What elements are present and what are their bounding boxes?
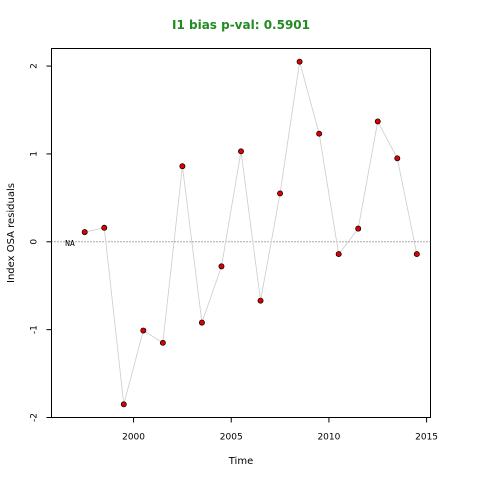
data-point — [257, 297, 264, 304]
chart-title: I1 bias p-val: 0.5901 — [172, 18, 310, 32]
series-segment — [103, 227, 125, 405]
y-tick-label: -1 — [30, 325, 40, 334]
series-segment — [396, 158, 418, 255]
series-segment — [260, 193, 281, 301]
data-point — [179, 163, 186, 170]
series-segment — [143, 330, 164, 344]
y-tick-label: -2 — [30, 413, 40, 422]
reference-line-layer: NA — [51, 239, 431, 248]
series-segment — [240, 151, 261, 301]
x-tick-label: 2010 — [317, 433, 340, 443]
data-point — [238, 148, 244, 155]
data-point — [81, 229, 88, 236]
data-point — [277, 190, 284, 197]
series-segment — [221, 151, 242, 267]
data-point — [159, 339, 166, 346]
series-points — [81, 58, 420, 408]
y-tick-label: 0 — [30, 239, 40, 245]
series-segment — [357, 121, 379, 229]
y-axis-label: Index OSA residuals — [6, 183, 17, 283]
data-point — [394, 155, 401, 162]
series-segment — [338, 228, 359, 255]
x-tick-label: 2015 — [415, 433, 438, 443]
x-tick-label: 2000 — [122, 433, 145, 443]
series-segment — [84, 227, 105, 233]
data-point — [198, 319, 205, 326]
y-tick-label: 1 — [30, 151, 40, 157]
series-segment — [318, 133, 340, 255]
data-point — [120, 401, 127, 408]
x-axis-label: Time — [228, 456, 253, 467]
series-segment — [279, 61, 301, 194]
data-point — [218, 263, 225, 270]
x-axis: 2000 2005 2010 2015 — [122, 417, 438, 443]
data-point — [374, 118, 381, 125]
data-point — [296, 58, 303, 65]
y-axis: -2 -1 0 1 2 — [30, 63, 52, 422]
series-segment — [123, 330, 144, 405]
plot-frame — [51, 48, 431, 418]
series-segment — [162, 166, 183, 343]
series-segment — [201, 266, 222, 323]
data-point — [101, 224, 108, 231]
series-segment — [181, 166, 203, 323]
data-point — [413, 251, 420, 258]
data-point — [335, 251, 342, 258]
series-segment — [299, 61, 320, 134]
x-tick-label: 2005 — [220, 433, 243, 443]
data-point — [140, 327, 147, 334]
series-lines — [84, 61, 418, 405]
series-segment — [377, 121, 398, 159]
y-tick-label: 2 — [30, 63, 40, 69]
data-point — [355, 225, 362, 232]
data-point — [316, 130, 323, 137]
na-annotation: NA — [65, 239, 75, 248]
